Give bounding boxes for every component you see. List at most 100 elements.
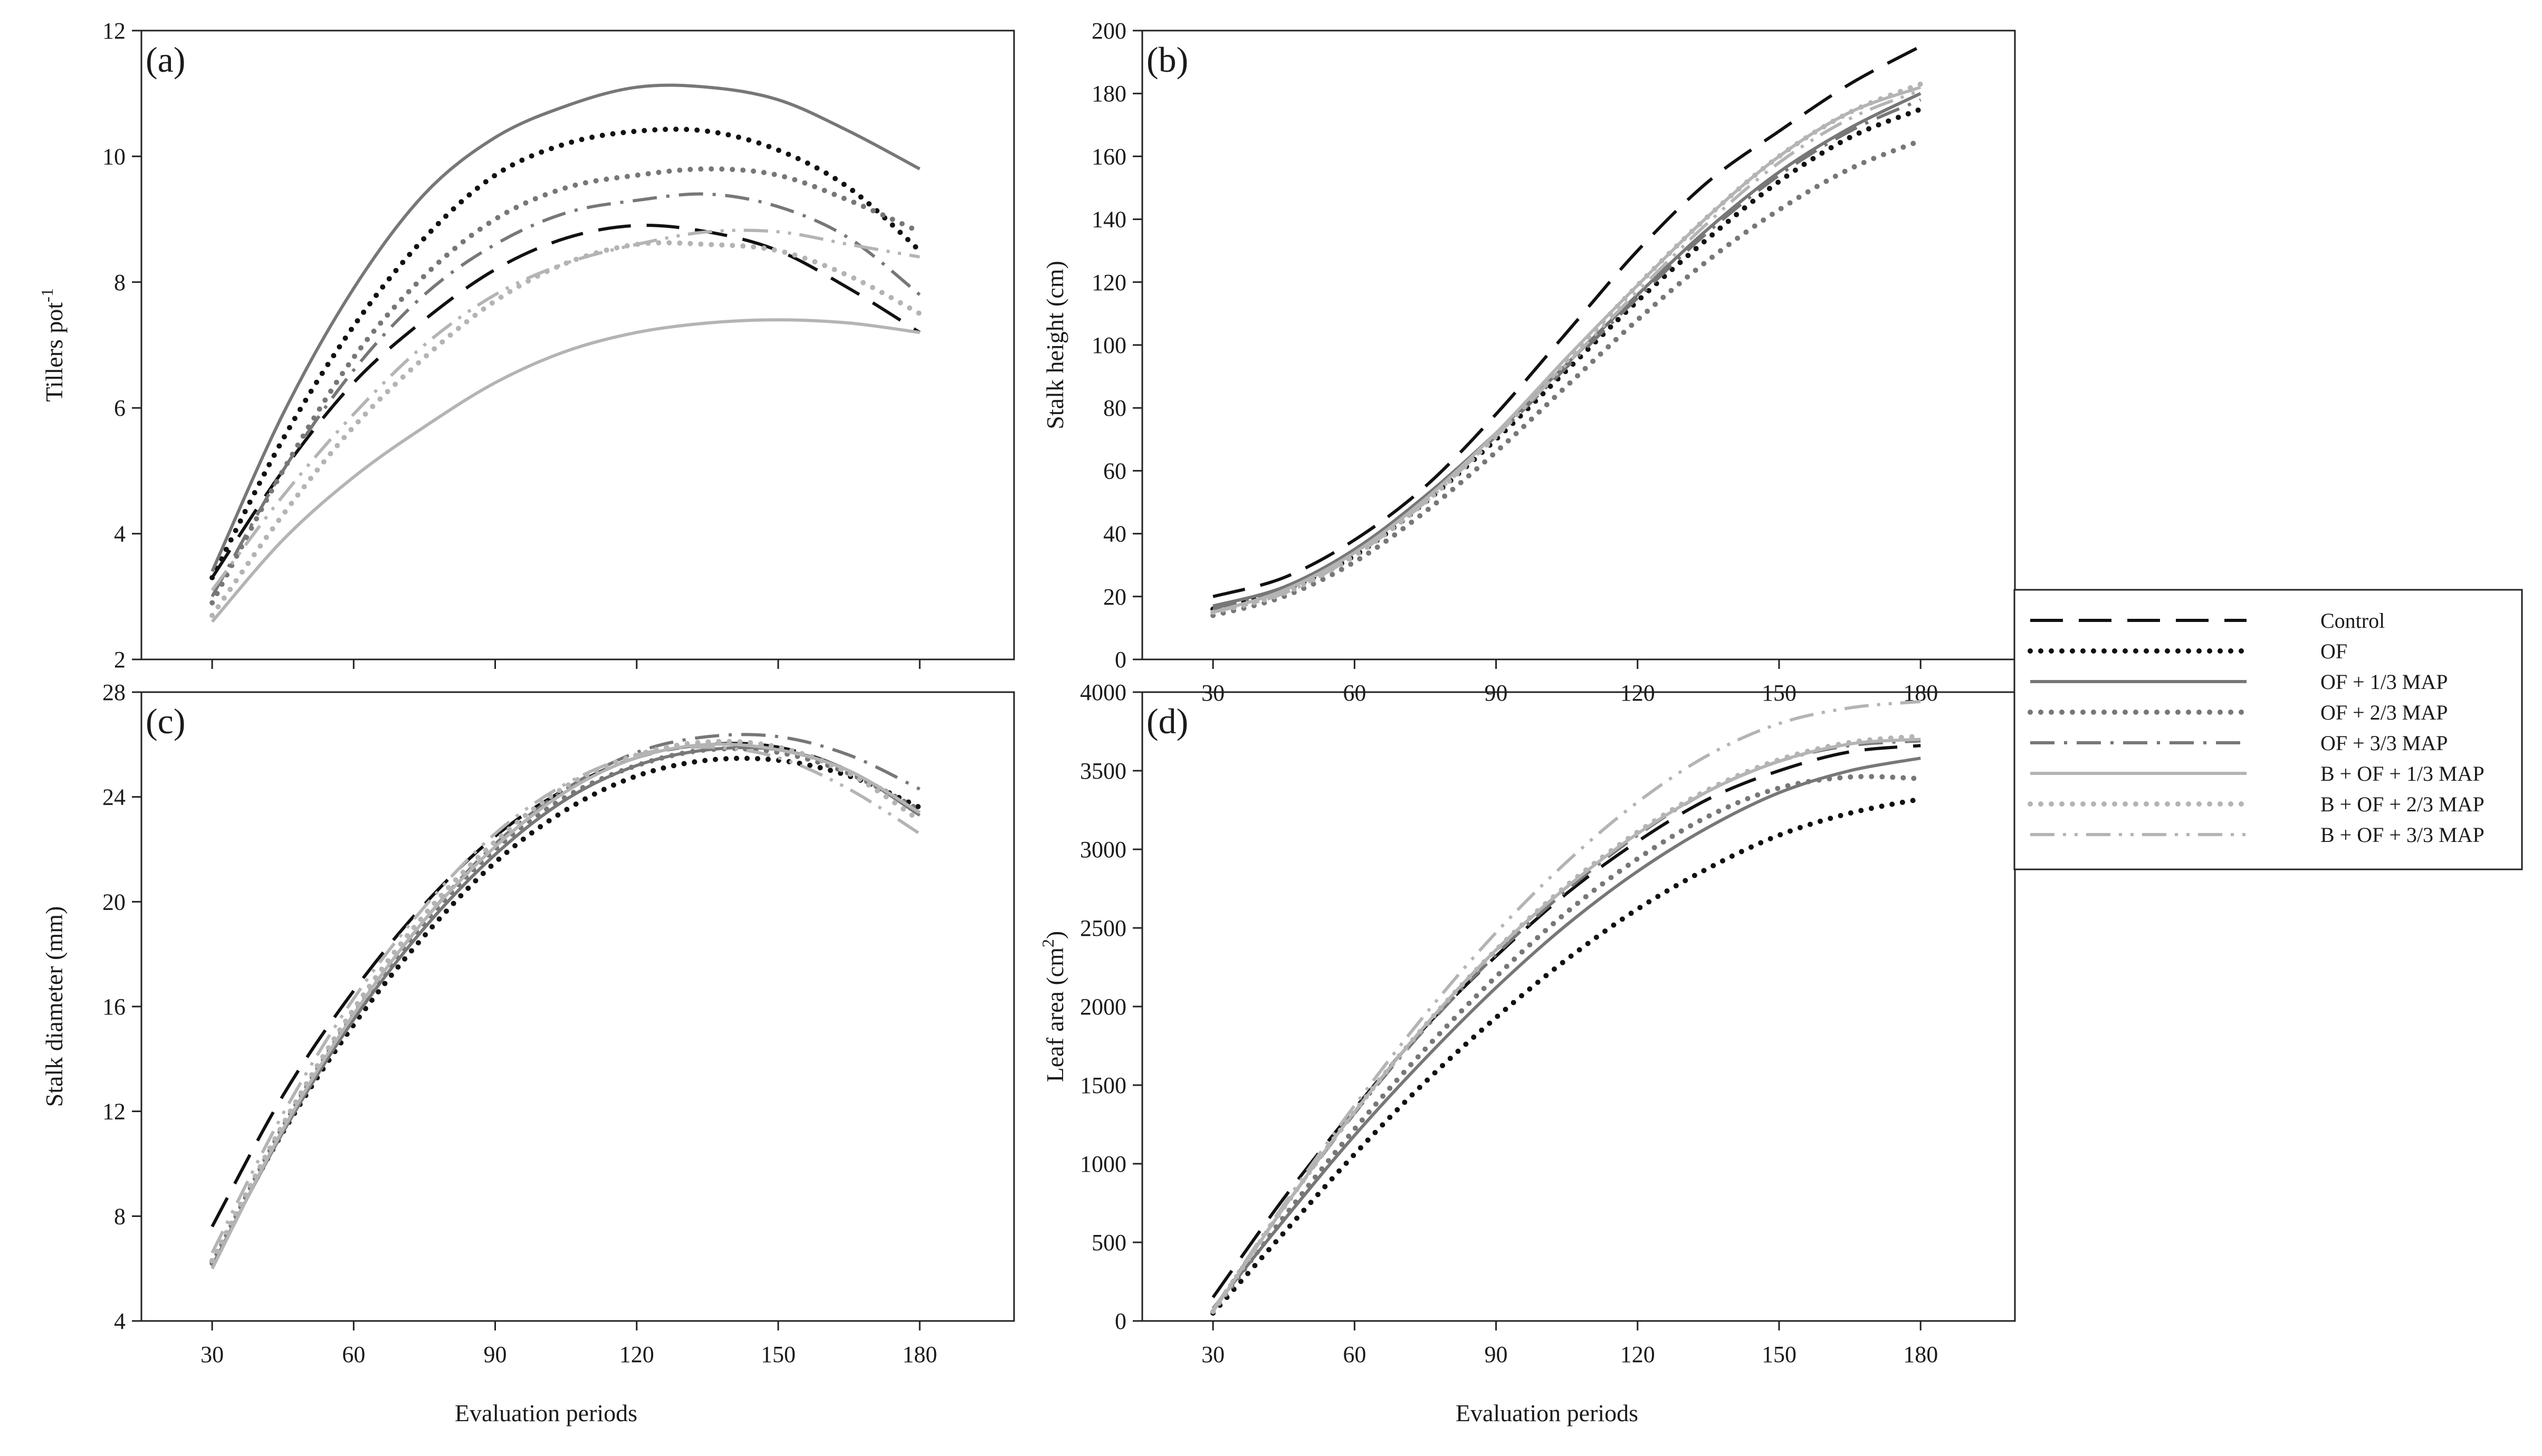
series-line-b-plus-of-plus-2-3-map	[209, 240, 923, 618]
x-tick-label: 180	[902, 1342, 937, 1367]
y-tick-label: 80	[1103, 395, 1126, 421]
legend-label: OF + 2/3 MAP	[2320, 701, 2448, 724]
x-tick-label: 150	[1762, 1342, 1796, 1367]
y-tick-label: 20	[1103, 584, 1126, 610]
y-tick-label: 4	[114, 521, 126, 547]
y-axis-title-main: Stalk diameter (mm)	[41, 906, 68, 1107]
y-tick-label: 500	[1092, 1230, 1126, 1256]
x-tick-label: 60	[342, 1342, 365, 1367]
series-line-of-plus-3-3-map	[211, 192, 921, 598]
panel-c: 4 8 12 16 20 24 28 30 60 90 120 150 180 (c) Stalk diam…	[41, 679, 1015, 1426]
y-tick-label: 2000	[1080, 994, 1126, 1020]
series-group	[209, 733, 923, 1270]
y-tick-label: 3000	[1080, 837, 1126, 863]
y-axis-title: Stalk height (cm)	[1041, 261, 1068, 429]
series-line-of	[209, 126, 923, 580]
y-tick-label: 160	[1092, 143, 1126, 169]
panel-label: (a)	[146, 40, 185, 80]
y-tick-label: 10	[102, 143, 126, 169]
x-axis-title: Evaluation periods	[455, 1400, 637, 1426]
series-line-b-plus-of-plus-3-3-map	[1211, 700, 1921, 1311]
series-line-b-plus-of-plus-2-3-map	[1210, 81, 1924, 615]
series-line-b-plus-of-plus-1-3-map	[211, 318, 920, 623]
legend-item: OF + 1/3 MAP	[2030, 670, 2448, 694]
y-tick-label: 180	[1092, 81, 1126, 107]
y-tick-label: 4000	[1080, 679, 1126, 705]
x-axis-title: Evaluation periods	[1456, 1400, 1638, 1426]
y-tick-label: 12	[102, 18, 126, 44]
series-line-of-plus-2-3-map	[209, 166, 923, 606]
legend-label: B + OF + 2/3 MAP	[2320, 792, 2484, 816]
y-tick-label: 0	[1115, 1308, 1126, 1334]
y-tick-label: 6	[114, 395, 126, 421]
x-tick-label: 90	[484, 1342, 507, 1367]
legend-label: OF + 3/3 MAP	[2320, 731, 2448, 755]
y-axis-title-main: Tillers pot	[41, 302, 68, 402]
y-axis-title-superscript: -1	[37, 288, 56, 302]
series-group	[1210, 700, 1924, 1316]
legend-item: B + OF + 3/3 MAP	[2030, 823, 2484, 847]
y-tick-label: 100	[1092, 332, 1126, 358]
series-line-of-plus-1-3-map	[1212, 92, 1922, 608]
y-tick-label: 12	[102, 1099, 126, 1125]
series-line-b-plus-of-plus-3-3-map	[211, 228, 920, 591]
panel-label: (d)	[1146, 701, 1188, 741]
legend-item: B + OF + 2/3 MAP	[2028, 792, 2484, 816]
series-line-control	[1212, 45, 1922, 598]
y-tick-label: 20	[102, 889, 126, 915]
series-line-of-plus-1-3-map	[211, 83, 921, 572]
y-tick-label: 24	[102, 784, 126, 810]
y-tick-label: 120	[1092, 270, 1126, 295]
y-tick-label: 200	[1092, 18, 1126, 44]
series-line-b-plus-of-plus-3-3-map	[211, 745, 921, 1254]
y-axis-title-main: Stalk height (cm)	[1041, 261, 1068, 429]
series-line-of-plus-3-3-map	[1212, 98, 1922, 611]
y-tick-label: 8	[114, 1203, 126, 1229]
y-tick-label: 1000	[1080, 1151, 1126, 1177]
legend-label: B + OF + 1/3 MAP	[2320, 762, 2484, 786]
y-tick-label: 2500	[1080, 915, 1126, 941]
series-group	[209, 83, 923, 623]
y-tick-label: 0	[1115, 647, 1126, 673]
plot-frame	[140, 30, 1015, 660]
series-line-b-plus-of-plus-1-3-map	[211, 742, 921, 1270]
legend-label: OF + 1/3 MAP	[2320, 670, 2448, 694]
series-line-control	[211, 224, 921, 579]
y-tick-label: 40	[1103, 521, 1126, 547]
x-tick-label: 120	[1620, 1342, 1655, 1367]
y-axis-title-main: Leaf area (cm	[1041, 947, 1068, 1083]
series-line-b-plus-of-plus-2-3-map	[209, 739, 923, 1263]
y-axis-title: Tillers pot-1	[37, 288, 68, 401]
legend-box	[2013, 589, 2523, 870]
y-tick-label: 4	[114, 1308, 126, 1334]
series-line-b-plus-of-plus-1-3-map	[1212, 85, 1922, 614]
y-tick-label: 140	[1092, 207, 1126, 233]
y-tick-label: 16	[102, 994, 126, 1020]
legend-item: OF + 3/3 MAP	[2030, 731, 2448, 755]
legend-label: B + OF + 3/3 MAP	[2320, 823, 2484, 847]
legend-label: OF	[2320, 639, 2347, 663]
y-tick-label: 28	[102, 679, 126, 705]
legend-label: Control	[2320, 609, 2385, 633]
legend: Control OF OF + 1/3 MAP OF + 2/3 MAP OF + 3/…	[2013, 589, 2523, 870]
y-axis-title-tail: )	[1041, 931, 1068, 939]
legend-item: OF	[2028, 639, 2347, 663]
panel-a: 2 4 6 8 10 12 (a) Tillers pot-1	[37, 18, 1015, 673]
panel-label: (b)	[1146, 40, 1188, 80]
x-tick-label: 90	[1485, 1342, 1508, 1367]
y-tick-label: 8	[114, 270, 126, 295]
y-axis-title: Stalk diameter (mm)	[41, 906, 68, 1107]
x-tick-label: 60	[1343, 1342, 1366, 1367]
y-tick-label: 3500	[1080, 758, 1126, 784]
series-line-b-plus-of-plus-2-3-map	[1210, 733, 1924, 1315]
y-axis-title: Leaf area (cm2)	[1038, 931, 1068, 1083]
x-tick-label: 180	[1903, 1342, 1938, 1367]
y-tick-label: 60	[1103, 458, 1126, 484]
y-tick-label: 1500	[1080, 1072, 1126, 1098]
series-group	[1210, 45, 1924, 618]
x-tick-label: 120	[619, 1342, 654, 1367]
x-tick-label: 30	[200, 1342, 224, 1367]
series-line-of-plus-2-3-map	[1210, 138, 1924, 618]
